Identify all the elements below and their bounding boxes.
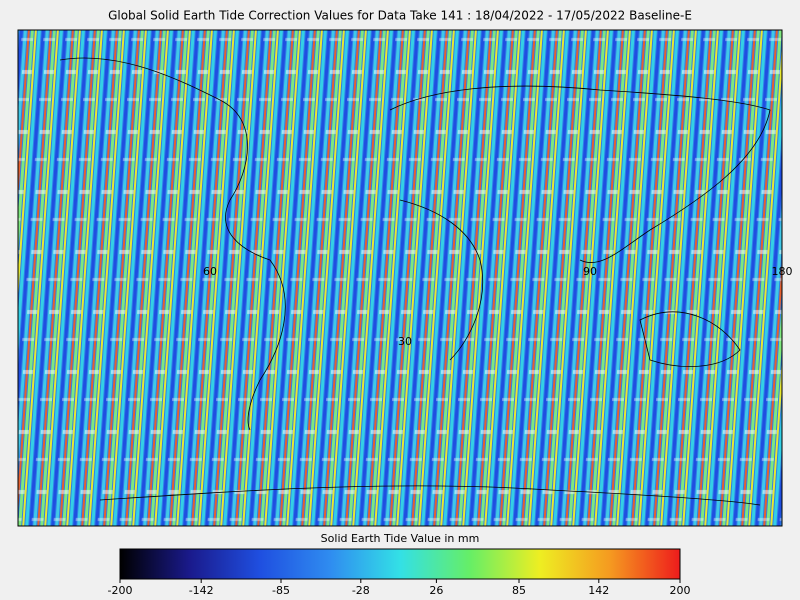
colorbar-label: Solid Earth Tide Value in mm [321,532,480,545]
tide-map [18,30,782,526]
colorbar-tick-label: 142 [588,584,609,597]
map-label: 180 [772,265,793,278]
colorbar-tick-label: 200 [670,584,691,597]
coastlines [59,57,771,506]
colorbar-tick-label: 85 [512,584,526,597]
map-title: Global Solid Earth Tide Correction Value… [108,9,692,23]
map-frame [17,29,783,527]
map-label: 60 [203,265,217,278]
colorbar-tick-label: -200 [108,584,133,597]
colorbar-tick-label: -142 [189,584,214,597]
colorbar-tick-label: -28 [352,584,370,597]
colorbar-tick-label: 26 [429,584,443,597]
colorbar [119,548,681,580]
map-label: 90 [583,265,597,278]
colorbar-tick-label: -85 [272,584,290,597]
map-label: 30 [398,335,412,348]
